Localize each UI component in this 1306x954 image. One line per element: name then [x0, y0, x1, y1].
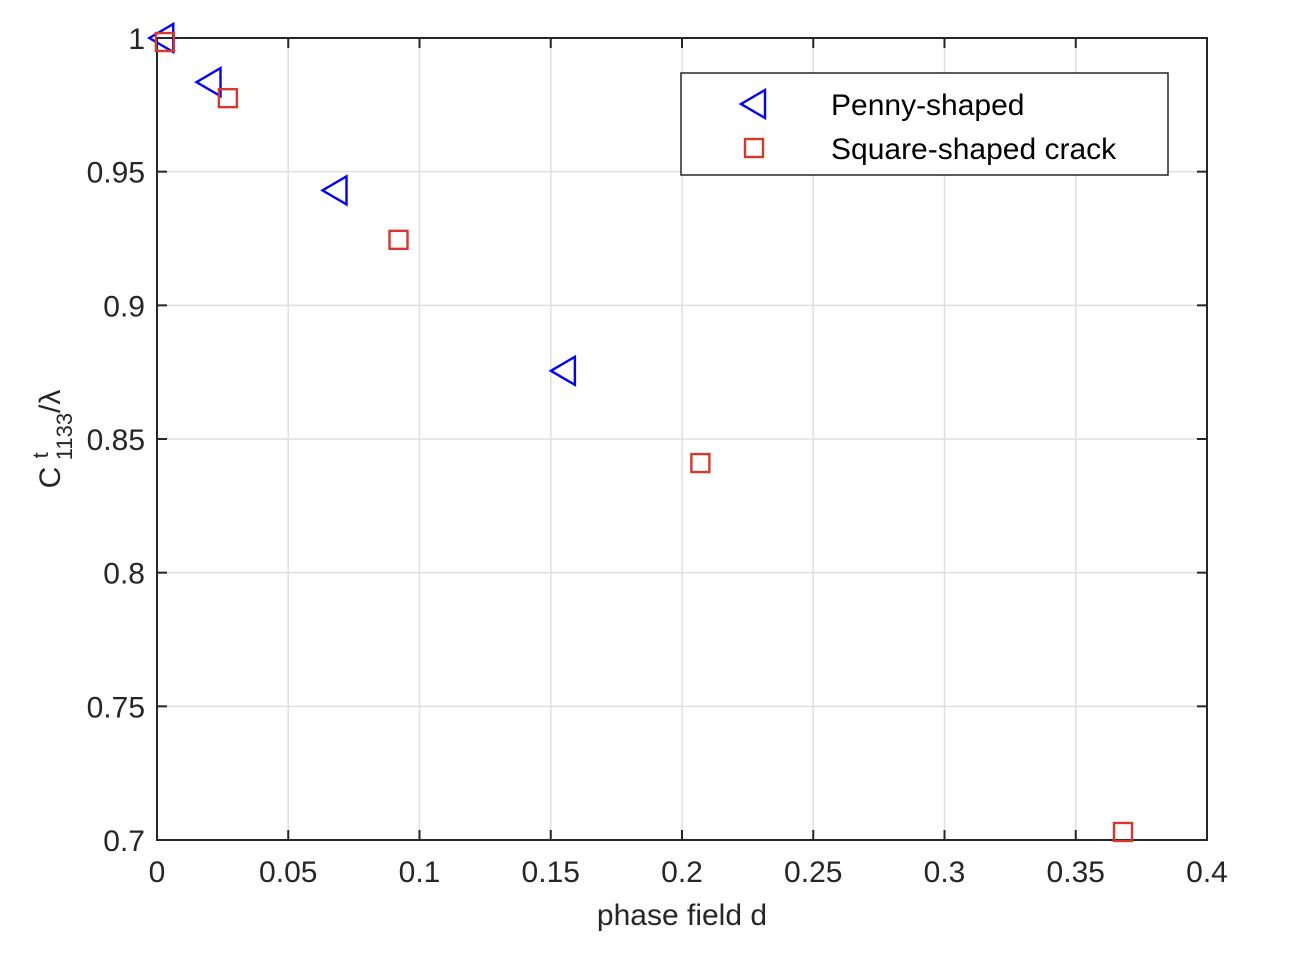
y-axis-label-subscript: 1133: [52, 413, 77, 460]
y-axis-label-base: C: [34, 467, 67, 489]
y-axis-label-superscript: t: [28, 452, 53, 458]
triangle-marker: [194, 66, 222, 99]
legend-marker-square: [743, 137, 765, 159]
x-tick-label: 0.3: [924, 856, 966, 889]
x-tick-labels: 0 0.05 0.1 0.15 0.2 0.25 0.3 0.35 0.4: [149, 856, 1228, 889]
y-tick-label: 1: [128, 23, 145, 56]
legend: Penny-shaped Square-shaped crack: [680, 72, 1169, 176]
square-marker: [154, 31, 176, 53]
series-penny-shaped: [146, 21, 577, 387]
x-tick-label: 0.05: [259, 856, 317, 889]
x-tick-label: 0.15: [522, 856, 580, 889]
plot-area-frame: [156, 37, 1208, 841]
square-marker: [690, 452, 711, 474]
triangle-marker: [548, 354, 577, 387]
triangle-marker: [320, 174, 348, 207]
x-tick-label: 0.4: [1186, 856, 1228, 889]
y-axis-label: C t1133/λ: [28, 390, 77, 489]
y-tick-label: 0.9: [103, 290, 145, 323]
data-markers: [146, 21, 1134, 843]
x-tick-label: 0.1: [399, 856, 441, 889]
legend-marker-triangle: [738, 87, 767, 121]
square-marker: [1112, 821, 1134, 843]
y-tick-label: 0.95: [87, 157, 145, 190]
y-tick-label: 0.75: [87, 691, 145, 724]
legend-items: Penny-shaped Square-shaped crack: [738, 87, 1117, 166]
x-tick-label: 0.25: [784, 856, 842, 889]
square-marker: [217, 87, 239, 109]
legend-entry-label: Square-shaped crack: [831, 133, 1117, 166]
x-tick-label: 0.35: [1047, 856, 1105, 889]
y-tick-labels: 0.7 0.75 0.8 0.85 0.9 0.95 1: [87, 23, 145, 858]
x-tick-label: 0.2: [661, 856, 703, 889]
x-tick-label: 0: [149, 856, 166, 889]
y-tick-label: 0.7: [103, 825, 145, 858]
series-square-shaped-crack: [154, 31, 1134, 843]
x-axis-label: phase field d: [597, 899, 767, 932]
y-axis-label-suffix: /λ: [34, 390, 67, 413]
square-marker: [388, 229, 409, 251]
y-tick-label: 0.85: [87, 424, 145, 457]
y-tick-label: 0.8: [103, 558, 145, 591]
legend-entry-label: Penny-shaped: [831, 89, 1024, 122]
